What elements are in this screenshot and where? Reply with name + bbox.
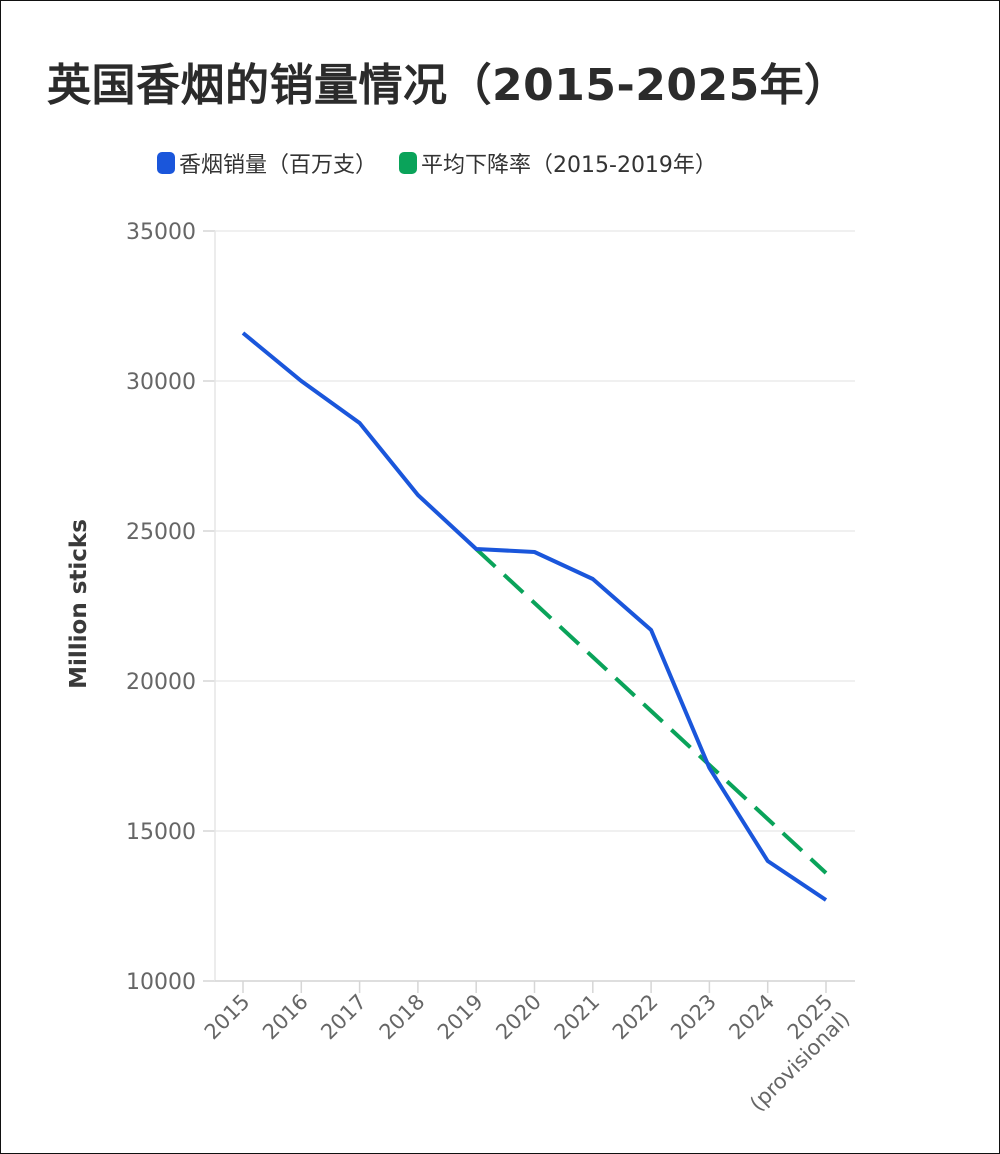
x-tick-label-line: 2020 [491,990,546,1045]
x-tick-label-line: 2016 [258,990,313,1045]
x-tick-label-line: 2021 [550,990,605,1045]
y-axis-label: Million sticks [66,519,92,689]
y-tick-label: 15000 [126,820,196,845]
y-tick-label: 35000 [126,220,196,245]
x-tick-label-line: 2018 [375,990,430,1045]
data-point-trend [591,655,595,659]
legend-label-sales: 香烟销量（百万支） [179,153,378,178]
x-tick-label: 2016 [258,990,313,1045]
x-tick-label: 2015 [200,990,255,1045]
chart-title: 英国香烟的销量情况（2015-2025年） [47,60,849,111]
x-tick-label: 2017 [316,990,371,1045]
y-tick-label: 20000 [126,670,196,695]
x-tick-label: 2020 [491,990,546,1045]
x-tick-label: 2019 [433,990,488,1045]
legend-item-sales: 香烟销量（百万支） [157,147,377,179]
series-line-sales [241,331,828,902]
legend-item-trend: 平均下降率（2015-2019年） [399,147,717,179]
x-tick-label-line: 2019 [433,990,488,1045]
data-point-sales [707,766,711,770]
data-point-trend [649,709,653,713]
legend-swatch-trend [399,152,418,174]
x-tick-label: 2021 [550,990,605,1045]
x-tick-label-line: 2022 [608,990,663,1045]
x-tick-label-line: 2023 [666,990,721,1045]
data-point-sales [766,859,770,863]
data-point-sales [241,331,245,335]
data-point-sales [474,547,478,551]
data-point-trend [824,871,828,875]
data-point-sales [824,898,828,902]
x-tick-label-line: 2015 [200,990,255,1045]
y-tick-label: 10000 [126,970,196,995]
legend-label-trend: 平均下降率（2015-2019年） [421,153,717,178]
x-tick-label: 2024 [724,990,779,1045]
data-point-trend [533,601,537,605]
y-tick-label: 25000 [126,520,196,545]
data-point-sales [649,628,653,632]
y-tick-label: 30000 [126,370,196,395]
x-tick-label: 2018 [375,990,430,1045]
data-point-sales [591,577,595,581]
data-point-sales [299,379,303,383]
legend-swatch-sales [157,152,175,174]
data-point-trend [766,817,770,821]
data-point-sales [533,550,537,554]
x-tick-label-line: 2024 [724,990,779,1045]
x-tick-label: 2023 [666,990,721,1045]
x-tick-label-line: 2017 [316,990,371,1045]
series-line-trend [474,547,828,875]
legend: 香烟销量（百万支） 平均下降率（2015-2019年） [157,147,739,179]
x-tick-label: 2022 [608,990,663,1045]
data-point-sales [416,493,420,497]
data-point-sales [358,421,362,425]
